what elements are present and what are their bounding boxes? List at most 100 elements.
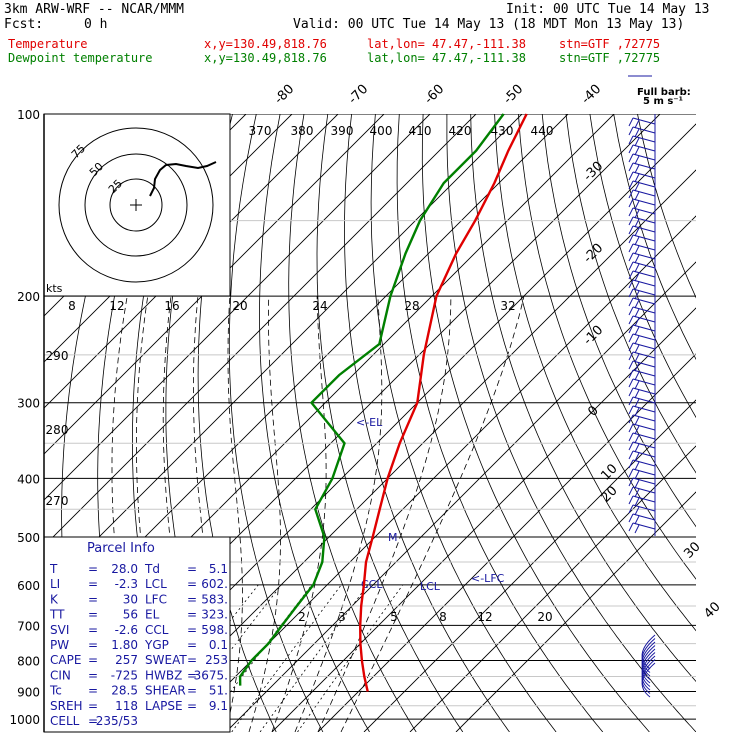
temperature-xy: x,y=130.49,818.76	[204, 37, 327, 51]
wind-barb-flag	[634, 434, 640, 444]
moist-adiabat-line	[248, 296, 281, 732]
parcel-value: 257	[115, 653, 138, 667]
low-level-barb	[641, 662, 656, 698]
wind-barb-flag	[634, 254, 640, 264]
wind-barb-flag	[628, 207, 634, 217]
wind-barb-flag	[628, 522, 634, 532]
wind-barb	[628, 513, 656, 525]
barb-legend-value: 5 m s⁻¹	[643, 96, 683, 107]
parcel-value: 253	[205, 653, 228, 667]
isotherm-line	[455, 491, 696, 732]
wind-barb-flag	[628, 513, 634, 523]
pressure-tick-label: 400	[17, 472, 40, 486]
wind-barb	[628, 171, 656, 183]
wind-barb-flag	[628, 387, 634, 397]
wind-barb	[628, 306, 656, 318]
wind-barb-staff	[632, 180, 656, 188]
wind-barb-staff	[632, 414, 656, 422]
moist-adiabat-line	[271, 296, 327, 732]
pressure-tick-label: 800	[17, 655, 40, 669]
wind-barb-flag	[628, 315, 634, 325]
wind-barb-flag	[628, 243, 634, 253]
pressure-tick-label: 200	[17, 290, 40, 304]
parcel-key: CAPE	[50, 653, 81, 667]
wind-barb-staff	[632, 495, 656, 503]
wind-barb-flag	[634, 263, 640, 273]
parcel-key: EL	[145, 608, 160, 622]
wind-barb-staff	[632, 162, 656, 170]
wind-barb-staff	[632, 117, 656, 125]
wind-barb-flag	[634, 173, 640, 183]
wind-barb-staff	[632, 369, 656, 377]
wind-barb-flag	[628, 252, 634, 262]
dry-adiabat-line	[316, 114, 464, 732]
wind-barb-flag	[634, 488, 640, 498]
parcel-key: Td	[144, 562, 160, 576]
mixing-ratio-label: 3	[338, 610, 346, 624]
dewpoint-profile	[238, 113, 505, 686]
wind-barb-flag	[628, 378, 634, 388]
wind-barb	[628, 432, 656, 444]
wind-barb-flag	[628, 432, 634, 442]
theta-label: 390	[331, 124, 354, 138]
wind-barb-staff	[632, 270, 656, 278]
pressure-tick-label: 700	[17, 619, 40, 633]
mixing-ratio-label: 8	[439, 610, 447, 624]
parcel-info-title: Parcel Info	[87, 541, 155, 556]
wind-barb-flag	[634, 497, 640, 507]
wind-barb-flag	[628, 198, 634, 208]
wind-barb-flag	[634, 137, 640, 147]
wind-barb-flag	[634, 227, 640, 237]
parcel-key: CIN	[50, 668, 71, 682]
wind-barb-flag	[634, 353, 640, 363]
wind-barb-staff	[632, 315, 656, 323]
wind-barb-flag	[634, 272, 640, 282]
wind-barb-flag	[628, 270, 634, 280]
parcel-eq: =	[88, 638, 98, 652]
wind-barb-staff	[632, 468, 656, 476]
wind-barb-staff	[632, 189, 656, 197]
parcel-value: 28.5	[111, 684, 138, 698]
wind-barb	[628, 450, 656, 462]
isotherm-label: 20	[598, 483, 620, 505]
wind-barb-flag	[634, 362, 640, 372]
wind-barb-flag	[628, 477, 634, 487]
wind-barb	[628, 351, 656, 363]
wind-barb	[628, 225, 656, 237]
wind-barb	[628, 378, 656, 390]
mixing-ratio-label: 24	[312, 299, 327, 313]
mixing-ratio-line	[167, 584, 282, 732]
isotherm-line	[44, 114, 477, 547]
wind-barb-flag	[634, 128, 640, 138]
wind-barb	[628, 189, 656, 201]
wind-barb	[628, 297, 656, 309]
wind-barb-flag	[628, 234, 634, 244]
wind-barb-staff	[632, 441, 656, 449]
wind-barb	[628, 333, 656, 345]
dry-adiabat-line	[589, 114, 696, 419]
pressure-tick-label: 500	[17, 531, 40, 545]
mixing-ratio-label: 12	[477, 610, 492, 624]
wind-barb	[628, 315, 656, 327]
parcel-eq: =	[88, 577, 98, 591]
parcel-value: 598.	[201, 623, 228, 637]
mixing-ratio-label: 20	[232, 299, 247, 313]
isotherm-line	[225, 261, 696, 732]
parcel-key: SVI	[50, 623, 69, 637]
dewpoint-latlon: lat,lon= 47.47,-111.38	[367, 51, 526, 65]
moist-adiabat-line	[294, 296, 383, 732]
wind-barb-flag	[628, 135, 634, 145]
pressure-tick-label: 1000	[9, 713, 40, 727]
wind-barb-flag	[628, 486, 634, 496]
wind-barb-staff	[632, 378, 656, 386]
isotherm-line	[44, 114, 431, 501]
temperature-profile	[358, 113, 528, 692]
theta-label: 440	[531, 124, 554, 138]
wind-barb-flag	[628, 261, 634, 271]
wind-barb-staff	[632, 261, 656, 269]
wind-barb-flag	[634, 245, 640, 255]
mixing-ratio-label: 12	[109, 299, 124, 313]
parcel-eq: =	[187, 638, 197, 652]
fcst-label: Fcst:	[4, 17, 44, 32]
